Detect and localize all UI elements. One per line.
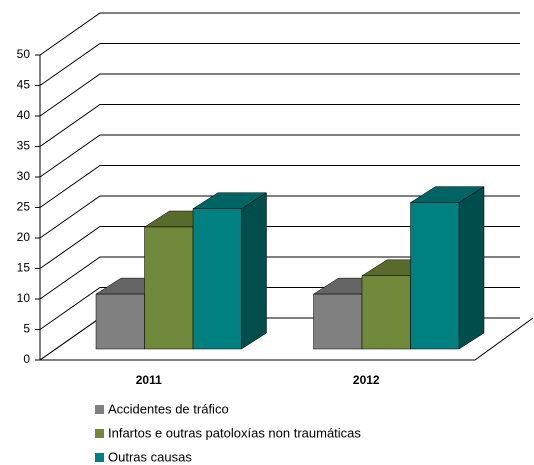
grid-line	[39, 43, 520, 86]
bar	[409, 186, 485, 350]
bar-side	[241, 192, 267, 350]
y-tick-label: 10	[17, 291, 31, 305]
bar-front	[192, 208, 242, 350]
x-tick-label: 2012	[353, 373, 380, 387]
y-tick-label: 50	[17, 47, 31, 61]
bar-front	[95, 293, 145, 350]
grid-line	[39, 134, 520, 178]
grid-line	[39, 104, 520, 147]
legend-label: Infartos e outras patoloxías non traumát…	[108, 425, 361, 440]
y-tick-label: 40	[17, 108, 31, 122]
y-tick-label: 25	[17, 200, 31, 214]
legend-label: Accidentes de tráfico	[108, 401, 229, 416]
x-tick-label: 2011	[136, 373, 162, 387]
bar-front	[361, 275, 411, 350]
bar	[192, 192, 268, 350]
grid-line	[39, 73, 520, 117]
legend-swatch	[95, 453, 104, 462]
y-tick-label: 35	[17, 139, 31, 153]
grid-line	[39, 226, 520, 269]
legend-label: Outras causas	[108, 449, 192, 464]
grid-line	[39, 195, 520, 239]
legend-swatch	[95, 429, 104, 438]
y-tick-label: 15	[17, 261, 31, 275]
y-tick-label: 30	[17, 169, 31, 183]
grid-line	[39, 165, 520, 208]
y-tick-label: 5	[23, 322, 30, 336]
y-tick-label: 0	[23, 352, 30, 366]
bar-side	[458, 186, 485, 350]
y-tick-label: 45	[17, 78, 31, 92]
bar-front	[313, 293, 363, 350]
y-tick-label: 20	[17, 230, 31, 244]
grid-line	[39, 12, 520, 56]
bar-front	[144, 226, 194, 350]
grid-line	[39, 256, 520, 300]
bar-front	[410, 202, 460, 350]
legend-swatch	[95, 405, 104, 414]
